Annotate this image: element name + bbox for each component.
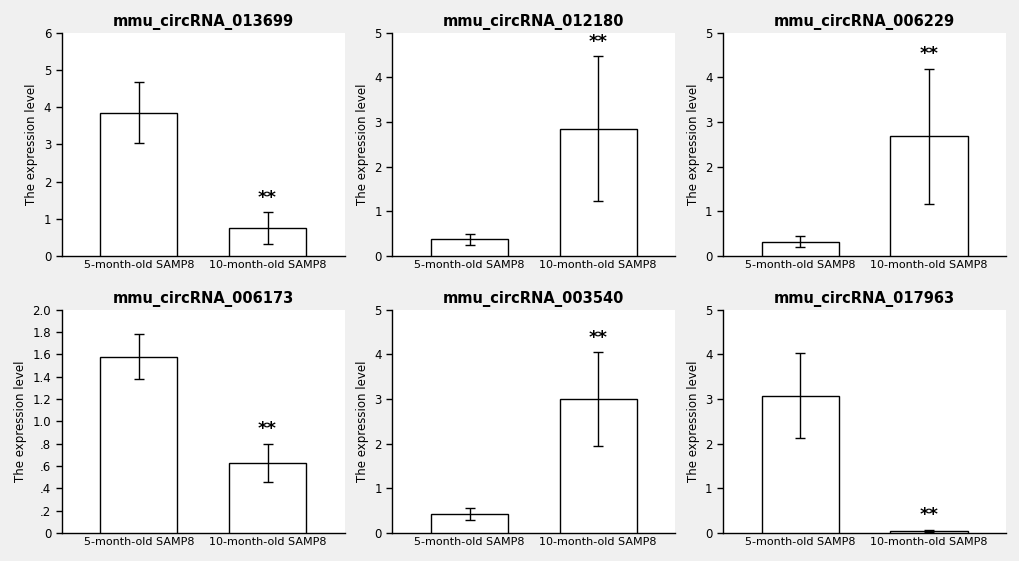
Bar xyxy=(890,531,967,533)
Title: mmu_circRNA_003540: mmu_circRNA_003540 xyxy=(442,291,624,307)
Bar xyxy=(100,113,177,256)
Bar xyxy=(559,129,636,256)
Text: **: ** xyxy=(588,329,607,347)
Text: **: ** xyxy=(918,45,937,63)
Bar xyxy=(228,228,306,256)
Title: mmu_circRNA_006173: mmu_circRNA_006173 xyxy=(112,291,293,307)
Bar xyxy=(761,396,838,533)
Y-axis label: The expression level: The expression level xyxy=(686,84,699,205)
Title: mmu_circRNA_017963: mmu_circRNA_017963 xyxy=(773,291,954,307)
Y-axis label: The expression level: The expression level xyxy=(14,361,26,482)
Bar xyxy=(890,136,967,256)
Bar xyxy=(761,242,838,256)
Bar xyxy=(228,463,306,533)
Text: **: ** xyxy=(258,420,277,438)
Text: **: ** xyxy=(258,189,277,207)
Bar xyxy=(100,357,177,533)
Text: **: ** xyxy=(918,506,937,524)
Y-axis label: The expression level: The expression level xyxy=(25,84,38,205)
Bar xyxy=(559,399,636,533)
Bar xyxy=(430,240,507,256)
Y-axis label: The expression level: The expression level xyxy=(686,361,699,482)
Title: mmu_circRNA_012180: mmu_circRNA_012180 xyxy=(442,14,624,30)
Title: mmu_circRNA_013699: mmu_circRNA_013699 xyxy=(112,14,293,30)
Y-axis label: The expression level: The expression level xyxy=(356,84,369,205)
Bar xyxy=(430,514,507,533)
Title: mmu_circRNA_006229: mmu_circRNA_006229 xyxy=(773,14,954,30)
Y-axis label: The expression level: The expression level xyxy=(356,361,369,482)
Text: **: ** xyxy=(588,33,607,51)
